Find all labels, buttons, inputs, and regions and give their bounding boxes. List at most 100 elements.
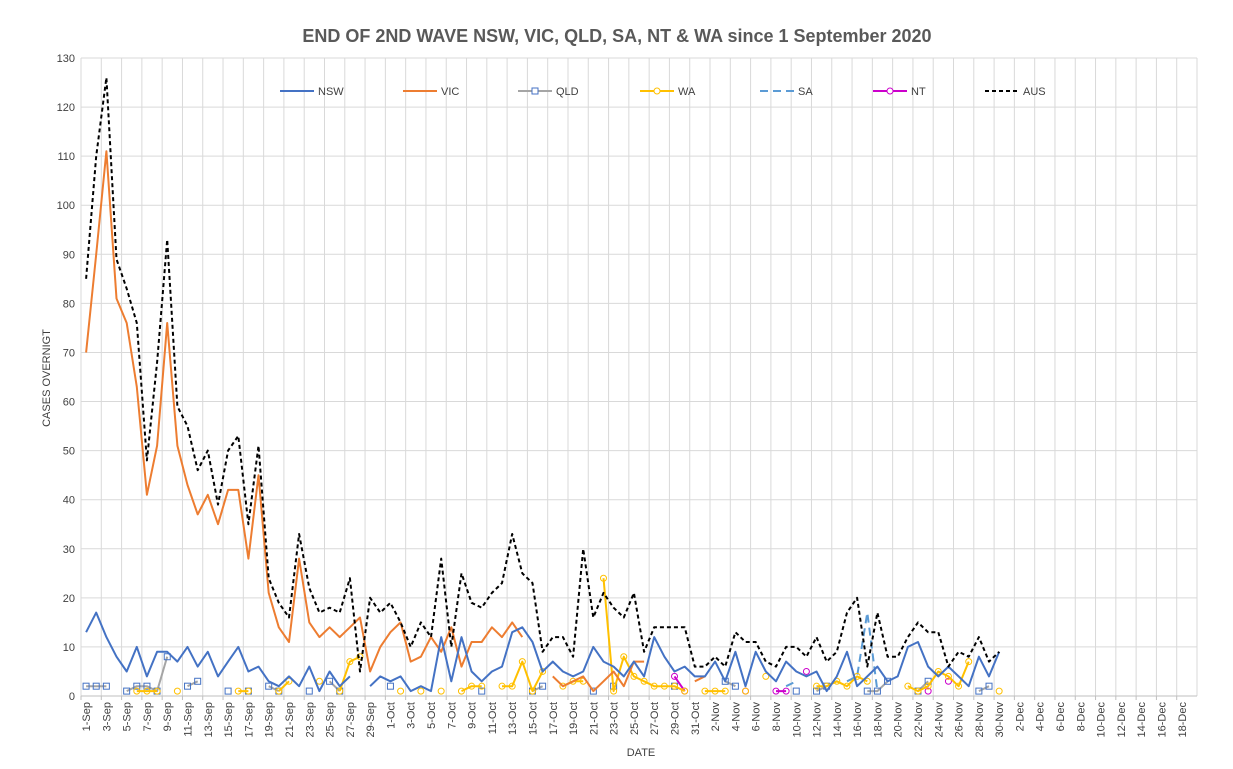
legend-item-wa: WA [640, 86, 696, 98]
x-tick-label: 14-Dec [1136, 702, 1148, 738]
data-point [346, 658, 354, 666]
x-tick-label: 13-Sep [203, 702, 215, 737]
x-tick-label: 15-Sep [223, 702, 235, 737]
legend-label: WA [678, 86, 696, 98]
data-point [518, 658, 526, 666]
legend-label: AUS [1023, 86, 1046, 98]
data-point [599, 574, 607, 582]
data-point [123, 687, 131, 695]
x-tick-label: 7-Sep [142, 702, 154, 731]
x-tick-label: 10-Dec [1096, 702, 1108, 738]
x-tick-label: 9-Oct [467, 702, 479, 729]
x-tick-label: 26-Nov [954, 702, 966, 738]
data-point [386, 682, 394, 690]
data-point [539, 667, 547, 675]
legend-label: QLD [556, 86, 579, 98]
data-point [569, 677, 577, 685]
x-tick-label: 12-Dec [1116, 702, 1128, 738]
x-tick-label: 19-Sep [264, 702, 276, 737]
x-tick-label: 2-Nov [710, 702, 722, 732]
data-point [944, 672, 952, 680]
x-tick-label: 29-Oct [670, 702, 682, 735]
data-point [924, 682, 932, 690]
x-tick-label: 16-Nov [852, 702, 864, 738]
data-point [995, 687, 1003, 695]
series-aus [85, 76, 1000, 673]
data-point [843, 682, 851, 690]
data-point [275, 687, 283, 695]
x-tick-label: 25-Sep [325, 702, 337, 737]
data-point [924, 687, 932, 695]
y-tick-label: 70 [63, 347, 75, 359]
data-point [92, 682, 100, 690]
x-tick-label: 25-Oct [629, 702, 641, 735]
x-tick-label: 4-Nov [730, 702, 742, 732]
chart-title: END OF 2ND WAVE NSW, VIC, QLD, SA, NT & … [302, 26, 931, 46]
x-tick-label: 21-Sep [284, 702, 296, 737]
y-tick-label: 10 [63, 642, 75, 654]
data-point [153, 687, 161, 695]
legend-item-qld: QLD [518, 86, 579, 98]
data-point [194, 677, 202, 685]
x-tick-label: 21-Oct [588, 702, 600, 735]
series-line-sa [785, 611, 879, 692]
data-point [863, 687, 871, 695]
data-point [356, 653, 364, 661]
x-tick-label: 16-Dec [1156, 702, 1168, 738]
data-point [762, 672, 770, 680]
data-point [285, 677, 293, 685]
series-sa [785, 611, 879, 692]
x-tick-label: 17-Sep [243, 702, 255, 737]
data-point [802, 667, 810, 675]
data-point [498, 682, 506, 690]
data-point [955, 682, 963, 690]
data-point [660, 682, 668, 690]
x-tick-label: 23-Oct [609, 702, 621, 735]
series-line-qld [86, 656, 990, 693]
y-tick-label: 20 [63, 593, 75, 605]
data-point [711, 687, 719, 695]
x-tick-label: 1-Sep [81, 702, 93, 731]
legend-item-vic: VIC [403, 86, 459, 98]
data-point [630, 672, 638, 680]
legend-label: SA [798, 86, 813, 98]
x-tick-label: 24-Nov [933, 702, 945, 738]
data-point [184, 682, 192, 690]
x-tick-label: 2-Dec [1014, 702, 1026, 732]
data-point [671, 682, 679, 690]
x-axis-ticks: 1-Sep 3-Sep 5-Sep 7-Sep 9-Sep 11-Sep 13-Sep 15-… [80, 696, 1189, 738]
data-point [336, 687, 344, 695]
x-axis-label: DATE [627, 747, 656, 759]
data-point [792, 687, 800, 695]
data-point [244, 687, 252, 695]
data-point [173, 687, 181, 695]
data-point [397, 687, 405, 695]
data-point [305, 687, 313, 695]
legend-item-aus: AUS [985, 86, 1046, 98]
y-tick-label: 40 [63, 495, 75, 507]
legend-label: NT [911, 86, 926, 98]
data-point [133, 687, 141, 695]
x-tick-label: 8-Nov [771, 702, 783, 732]
y-tick-label: 110 [57, 151, 75, 163]
data-point [671, 672, 679, 680]
legend-item-sa: SA [760, 86, 813, 98]
x-tick-label: 1-Oct [385, 702, 397, 729]
x-tick-label: 27-Oct [649, 702, 661, 735]
x-tick-label: 18-Nov [872, 702, 884, 738]
data-point [133, 682, 141, 690]
series-line-aus [85, 76, 1000, 673]
x-tick-label: 14-Nov [832, 702, 844, 738]
x-tick-label: 5-Oct [426, 702, 438, 729]
data-point [620, 653, 628, 661]
x-tick-label: 15-Oct [527, 702, 539, 735]
data-point [163, 653, 171, 661]
legend-item-nt: NT [873, 86, 926, 98]
y-tick-label: 130 [57, 53, 75, 65]
y-tick-label: 60 [63, 397, 75, 409]
series-line-nsw [85, 611, 1001, 693]
x-tick-label: 8-Dec [1075, 702, 1087, 732]
legend-label: NSW [318, 86, 344, 98]
data-point [914, 687, 922, 695]
legend-marker [531, 87, 539, 95]
